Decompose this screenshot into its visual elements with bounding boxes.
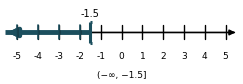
Text: 4: 4 xyxy=(202,51,208,61)
Text: -5: -5 xyxy=(13,51,22,61)
Text: 1: 1 xyxy=(139,51,145,61)
Text: (−∞, −1.5]: (−∞, −1.5] xyxy=(97,71,146,80)
Text: -3: -3 xyxy=(54,51,63,61)
Text: 0: 0 xyxy=(119,51,124,61)
Text: -4: -4 xyxy=(34,51,43,61)
Text: -1: -1 xyxy=(96,51,105,61)
Text: 3: 3 xyxy=(181,51,187,61)
Text: -1.5: -1.5 xyxy=(81,9,100,19)
Text: 2: 2 xyxy=(160,51,166,61)
Text: -2: -2 xyxy=(75,51,84,61)
Text: 5: 5 xyxy=(223,51,228,61)
